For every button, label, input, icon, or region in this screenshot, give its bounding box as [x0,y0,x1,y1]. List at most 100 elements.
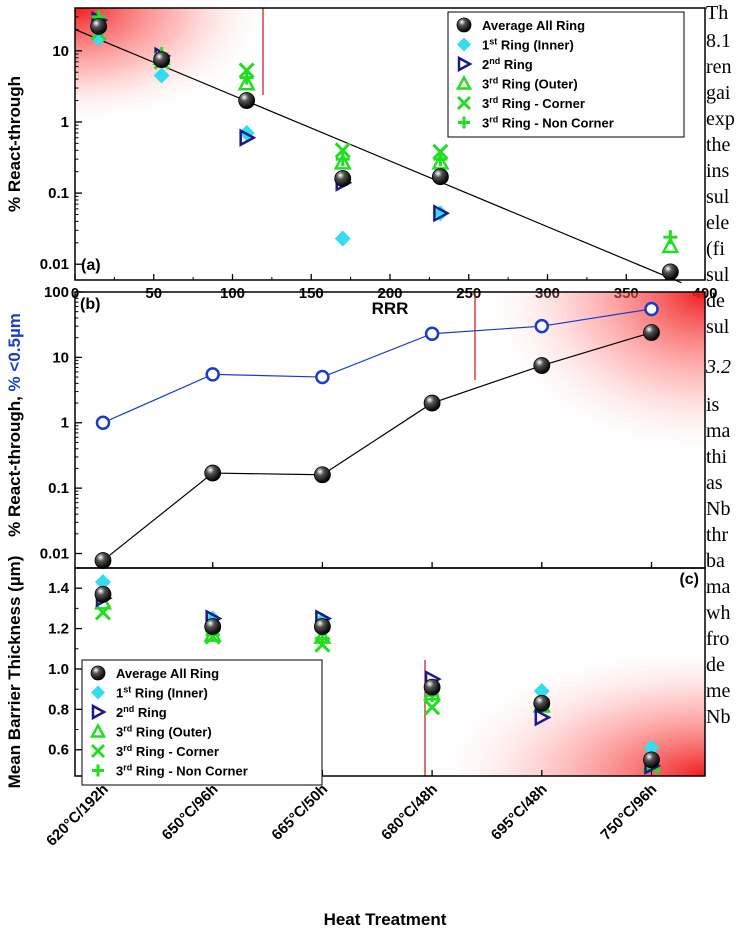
panel-a-ytick-label-1: 0.1 [48,185,69,202]
panel-a-point-s0-1 [153,51,171,69]
panel-c-frame [74,567,706,777]
panel-c-point-s0-4 [533,694,551,712]
panel-c-point-s0-2 [313,618,331,635]
panel-c-point-s0-5 [643,751,660,769]
side-text-fragment: 8.1 [706,30,731,52]
panel-a-point-s1-4 [432,205,449,222]
panel-b-point-s1-0 [95,415,111,430]
panel-c-ytick-label-0: 0.6 [48,742,69,759]
panel-c-point-s0-1 [204,618,222,635]
panel-a-legend-marker-4-stroke-2 [456,95,472,111]
side-text-fragment: fro [706,628,730,650]
panel-b-ylabel: % React-through, % <0.5µm [5,313,24,537]
panel-b-red-shade [475,292,705,462]
panel-c-legend-label-0: Average All Ring [116,666,219,681]
panel-a-point-s1-0 [90,30,107,47]
panel-c-point-s4-3 [424,699,441,716]
panel-c-legend-marker-2 [91,703,107,721]
panel-a-point-s4-2-stroke-2 [238,62,255,79]
side-text-fragment: the [706,134,731,156]
panel-a-point-s0-3 [334,170,352,187]
panel-b-line-0 [102,331,652,562]
panel-a-point-s3-3 [333,152,352,170]
side-text-fragment: me [706,680,731,702]
panel-b-ytick-label-1: 0.1 [48,480,69,497]
panel-c-xtick-label-2: 665°C/50h [268,781,331,844]
panel-b-point-s0-5 [643,324,660,341]
panel-a-legend-marker-4 [456,95,472,111]
panel-a-point-s3-2 [237,73,256,91]
side-text-fragment: de [706,290,725,312]
panel-a-point-s4-3-stroke-2 [334,142,351,159]
panel-a-point-s4-3 [334,142,351,159]
panel-c-legend-marker-4-stroke-2 [90,743,106,759]
panel-c-legend-label-1: 1st Ring (Inner) [116,685,208,701]
panel-c-xtick-label-3: 680°C/48h [378,781,441,844]
panel-a-point-s1-1 [153,67,170,84]
panel-c-point-s0-3 [423,678,441,696]
side-text-column: Th 8.1 ren gai exp the ins sul ele (fi sul de sul 3.2… [706,0,742,939]
panel-c-ytick-label-2: 1.0 [48,661,69,678]
panel-c-legend-marker-3 [89,722,107,738]
side-text-fragment: (fi [706,238,725,260]
panel-a-point-s2-4 [433,204,451,223]
panel-a-xtick-label-3: 150 [299,285,324,302]
panel-a-legend-label-2: 2nd Ring [482,56,533,72]
panel-c-label: (c) [679,571,699,588]
panel-c-legend-marker-1 [91,685,105,700]
panel-b-point-s0-2 [313,466,331,484]
panel-a-point-s1-3 [334,230,351,247]
side-text-fragment: thr [706,524,729,546]
side-text-fragment: 3.2 [706,356,731,378]
panel-c-point-s1-5 [643,739,660,756]
side-text-fragment: Nb [706,706,731,728]
side-text-fragment: sul [706,186,730,208]
panel-c-ytick-label-3: 1.2 [48,621,69,638]
panel-c-legend-marker-0 [90,665,106,681]
panel-a-point-s5-3 [335,152,350,167]
side-text-fragment: Th [706,2,729,24]
side-text-fragment: ins [706,160,730,182]
panel-c-ytick-label-4: 1.4 [48,580,70,597]
panel-a-ytick-label-3: 10 [52,43,69,60]
panel-c-legend-label-4: 3rd Ring - Corner [116,743,219,759]
panel-a-legend-marker-5 [458,116,470,129]
panel-c-legend-label-2: 2nd Ring [116,704,167,720]
panel-a-legend-marker-1 [457,37,471,52]
panel-b-ytick-label-4: 100 [44,284,69,301]
panel-a-point-s0-5 [661,263,679,281]
panel-c-xtick-label-0: 620°C/192h [43,781,112,850]
panel-c-legend-marker-5 [92,764,104,777]
panel-a-point-s2-2 [239,128,257,147]
panel-b-point-s0-4 [533,357,551,374]
panel-a-legend-marker-2 [457,55,473,73]
panel-b-label: (b) [80,296,100,313]
panel-a-point-s0-0 [90,18,108,35]
side-text-fragment: sul [706,316,730,338]
panel-c-point-s4-2 [314,636,331,653]
panel-a-legend-label-5: 3rd Ring - Non Corner [482,115,614,131]
panel-a-xtick-label-4: 200 [377,285,402,302]
panel-a-fit-line [74,28,682,284]
panel-b-line-1 [102,308,652,424]
panel-c-xtick-label-4: 695°C/48h [488,781,551,844]
panel-a-xlabel: RRR [372,299,409,318]
panel-a-legend-label-3: 3rd Ring (Outer) [482,76,578,92]
panel-c-legend-marker-4 [90,743,106,759]
side-text-fragment: exp [706,108,735,130]
panel-b-point-s1-3 [424,326,440,341]
panel-c-ytick-label-1: 0.8 [48,701,69,718]
panel-c-point-s4-3-stroke-2 [424,699,441,716]
panel-b-point-s0-3 [423,394,441,412]
panel-a-legend-label-0: Average All Ring [482,18,585,33]
panel-b-ytick-label-0: 0.01 [40,545,69,562]
panel-b-ytick-label-2: 1 [61,415,69,432]
side-text-fragment: Nb [706,498,731,520]
panel-c-point-s2-4 [534,708,552,727]
side-text-fragment: de [706,654,725,676]
panel-a-ytick-label-0: 0.01 [40,256,69,273]
side-text-fragment: thi [706,446,728,468]
panel-c-point-s4-0 [94,604,112,621]
panel-c-point-s0-0 [94,585,112,603]
panel-a-ylabel: % React-through [5,76,24,212]
